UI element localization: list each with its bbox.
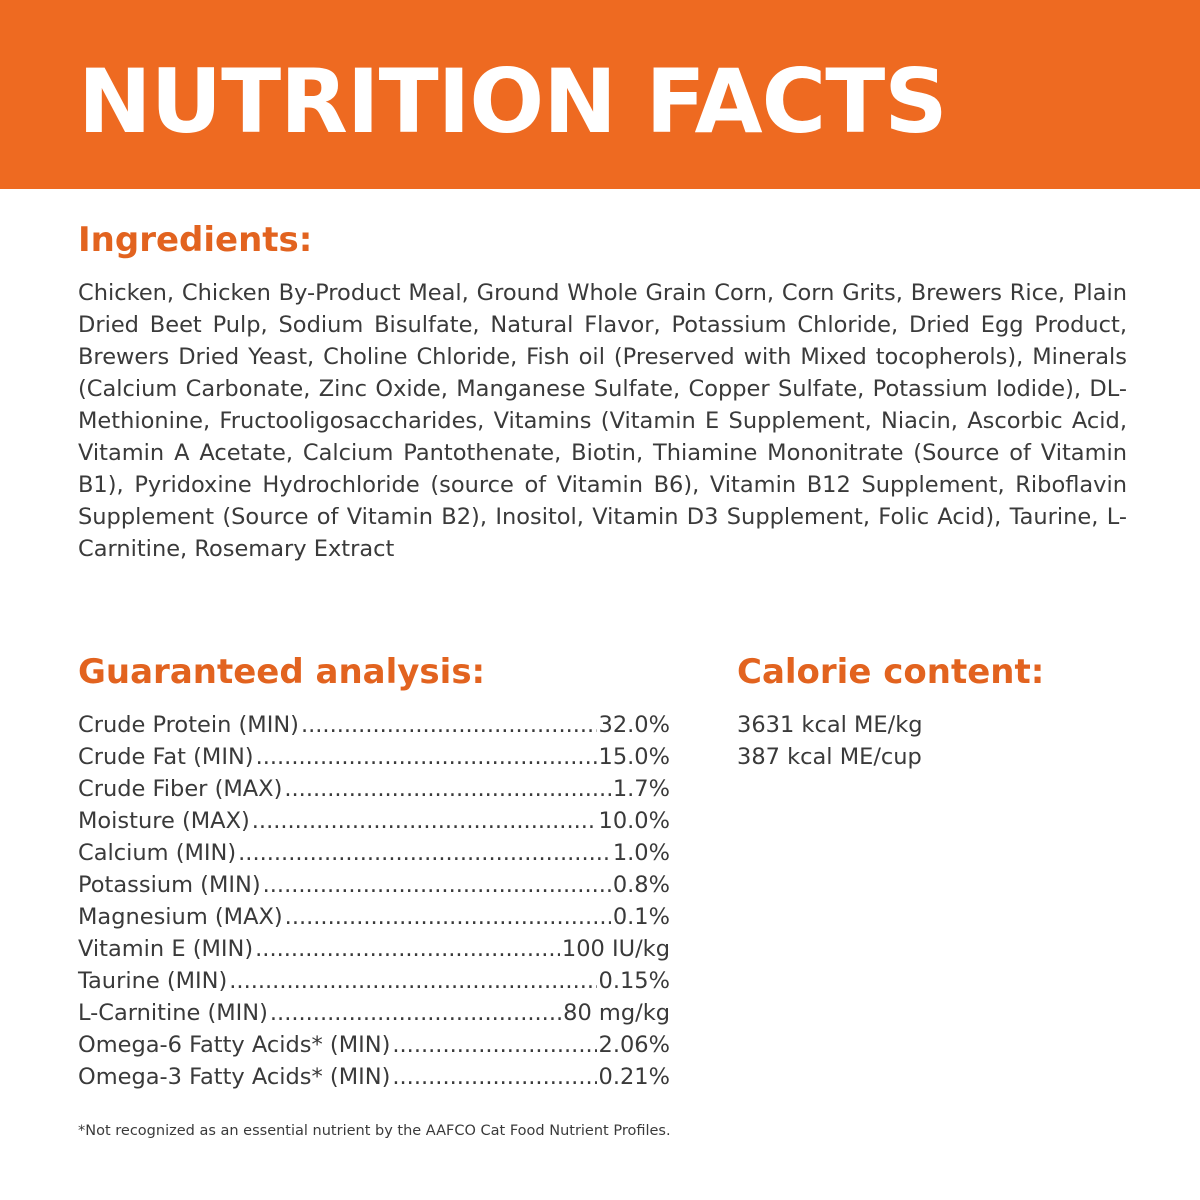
calorie-content-list: 3631 kcal ME/kg 387 kcal ME/cup <box>737 709 923 773</box>
analysis-label: L-Carnitine (MIN) <box>78 1000 268 1026</box>
dot-leader <box>270 997 561 1029</box>
analysis-value: 80 mg/kg <box>563 1000 670 1026</box>
analysis-value: 1.7% <box>612 776 670 802</box>
analysis-label: Calcium (MIN) <box>78 840 237 866</box>
analysis-value: 1.0% <box>612 840 670 866</box>
analysis-value: 0.1% <box>612 904 670 930</box>
page-title: NUTRITION FACTS <box>78 50 948 153</box>
analysis-row-moisture: Moisture (MAX) 10.0% <box>78 805 670 837</box>
analysis-value: 32.0% <box>598 712 670 738</box>
analysis-label: Magnesium (MAX) <box>78 904 283 930</box>
analysis-row-omega-3: Omega-3 Fatty Acids* (MIN) 0.21% <box>78 1061 670 1093</box>
dot-leader <box>284 773 610 805</box>
analysis-value: 0.21% <box>598 1064 670 1090</box>
aafco-footnote: *Not recognized as an essential nutrient… <box>78 1123 671 1139</box>
analysis-row-l-carnitine: L-Carnitine (MIN) 80 mg/kg <box>78 997 670 1029</box>
dot-leader <box>255 933 560 965</box>
ingredients-text: Chicken, Chicken By-Product Meal, Ground… <box>78 280 1127 562</box>
analysis-label: Crude Fat (MIN) <box>78 744 254 770</box>
analysis-row-crude-fiber: Crude Fiber (MAX) 1.7% <box>78 773 670 805</box>
dot-leader <box>301 709 597 741</box>
analysis-value: 2.06% <box>598 1032 670 1058</box>
guaranteed-analysis-list: Crude Protein (MIN) 32.0% Crude Fat (MIN)… <box>78 709 670 1093</box>
analysis-value: 0.8% <box>612 872 670 898</box>
analysis-row-vitamin-e: Vitamin E (MIN) 100 IU/kg <box>78 933 670 965</box>
dot-leader <box>263 869 611 901</box>
analysis-row-omega-6: Omega-6 Fatty Acids* (MIN) 2.06% <box>78 1029 670 1061</box>
analysis-label: Crude Protein (MIN) <box>78 712 299 738</box>
calorie-content-heading: Calorie content: <box>737 652 1045 692</box>
analysis-row-taurine: Taurine (MIN) 0.15% <box>78 965 670 997</box>
guaranteed-analysis-heading: Guaranteed analysis: <box>78 652 486 692</box>
dot-leader <box>256 741 597 773</box>
analysis-label: Potassium (MIN) <box>78 872 261 898</box>
analysis-value: 0.15% <box>598 968 670 994</box>
calorie-kcal-per-kg: 3631 kcal ME/kg <box>737 712 923 738</box>
analysis-row-magnesium: Magnesium (MAX) 0.1% <box>78 901 670 933</box>
analysis-row-potassium: Potassium (MIN) 0.8% <box>78 869 670 901</box>
analysis-label: Taurine (MIN) <box>78 968 228 994</box>
dot-leader <box>229 965 596 997</box>
dot-leader <box>238 837 611 869</box>
analysis-row-crude-protein: Crude Protein (MIN) 32.0% <box>78 709 670 741</box>
analysis-row-crude-fat: Crude Fat (MIN) 15.0% <box>78 741 670 773</box>
analysis-label: Vitamin E (MIN) <box>78 936 254 962</box>
analysis-label: Moisture (MAX) <box>78 808 250 834</box>
analysis-label: Crude Fiber (MAX) <box>78 776 283 802</box>
dot-leader <box>285 901 611 933</box>
analysis-value: 100 IU/kg <box>561 936 670 962</box>
header-banner: NUTRITION FACTS <box>0 0 1200 189</box>
analysis-value: 15.0% <box>598 744 670 770</box>
dot-leader <box>252 805 597 837</box>
dot-leader <box>392 1029 596 1061</box>
dot-leader <box>392 1061 596 1093</box>
analysis-label: Omega-6 Fatty Acids* (MIN) <box>78 1032 391 1058</box>
ingredients-heading: Ingredients: <box>78 220 313 260</box>
calorie-kcal-per-cup: 387 kcal ME/cup <box>737 744 922 770</box>
analysis-row-calcium: Calcium (MIN) 1.0% <box>78 837 670 869</box>
analysis-value: 10.0% <box>598 808 670 834</box>
analysis-label: Omega-3 Fatty Acids* (MIN) <box>78 1064 391 1090</box>
